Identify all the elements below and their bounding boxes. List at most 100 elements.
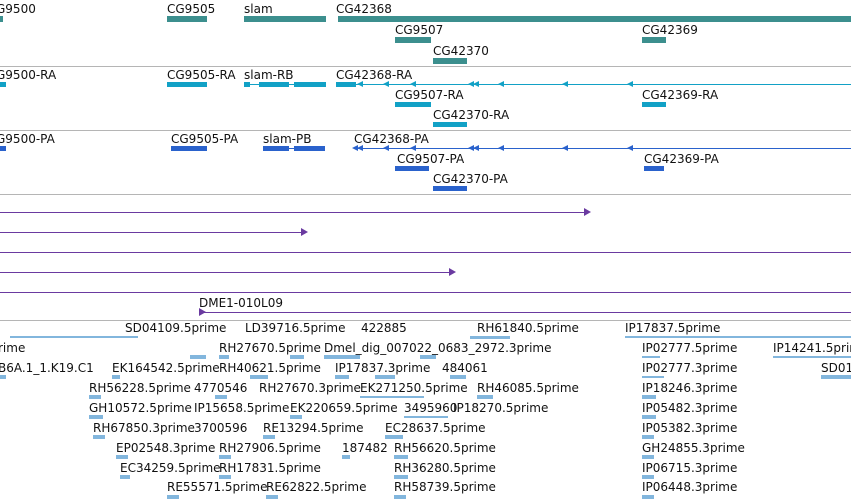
est-feature[interactable] [93, 435, 105, 439]
est-feature[interactable] [290, 415, 302, 419]
est-feature[interactable] [404, 416, 448, 418]
est-label[interactable]: RE55571.5prime [167, 480, 268, 494]
est-label[interactable]: RH17831.5prime [219, 461, 321, 475]
est-feature[interactable] [420, 355, 436, 359]
est-feature[interactable] [375, 375, 395, 379]
est-feature[interactable] [120, 475, 130, 479]
est-feature[interactable] [773, 356, 851, 358]
transcript-label[interactable]: CG9505-RA [167, 68, 236, 82]
protein-feature[interactable] [263, 146, 289, 151]
est-feature[interactable] [642, 376, 664, 378]
est-label[interactable]: IP17837.5prime [625, 321, 721, 335]
est-label[interactable]: 3495960 [404, 401, 458, 415]
est-label[interactable]: IP14241.5prime [773, 341, 851, 355]
est-feature[interactable] [116, 455, 128, 459]
est-label[interactable]: B6A.1_1.K19.C1 [0, 361, 94, 375]
est-feature[interactable] [394, 455, 408, 459]
est-label[interactable]: RH27906.5prime [219, 441, 321, 455]
est-label[interactable]: IP06715.3prime [642, 461, 738, 475]
protein-feature[interactable] [644, 166, 664, 171]
est-feature[interactable] [394, 495, 406, 499]
gene-label[interactable]: G9500 [0, 2, 36, 16]
est-feature[interactable] [219, 355, 229, 359]
est-label[interactable]: GH10572.5prime [89, 401, 192, 415]
transcript-exon[interactable] [433, 122, 467, 127]
protein-label[interactable]: CG9505-PA [171, 132, 239, 146]
est-feature[interactable] [335, 375, 349, 379]
gene-feature-bar[interactable] [167, 16, 207, 22]
transcript-exon[interactable] [167, 82, 207, 87]
est-feature[interactable] [342, 455, 350, 459]
est-label[interactable]: EK220659.5prime [290, 401, 398, 415]
transcript-exon[interactable] [0, 82, 6, 87]
est-label[interactable]: 187482 [342, 441, 388, 455]
est-label[interactable]: 4770546 [194, 381, 248, 395]
est-label[interactable]: SD04109.5prime [125, 321, 227, 335]
est-label[interactable]: 422885 [361, 321, 407, 335]
protein-feature[interactable] [0, 146, 6, 151]
transcript-label[interactable]: slam-RB [244, 68, 294, 82]
est-label[interactable]: IP02777.5prime [642, 341, 738, 355]
est-label[interactable]: RH58739.5prime [394, 480, 496, 494]
est-label[interactable]: IP15658.5prime [194, 401, 290, 415]
est-label[interactable]: RH56620.5prime [394, 441, 496, 455]
est-feature[interactable] [450, 375, 466, 379]
est-feature[interactable] [219, 475, 231, 479]
est-label[interactable]: IP18246.3prime [642, 381, 738, 395]
protein-label[interactable]: CG42370-PA [433, 172, 508, 186]
gene-feature-bar[interactable] [0, 16, 3, 22]
est-label[interactable]: RH27670.5prime [219, 341, 321, 355]
est-feature[interactable] [642, 356, 660, 358]
alignment-line[interactable] [0, 212, 585, 213]
est-label[interactable]: RE13294.5prime [263, 421, 364, 435]
est-label[interactable]: Dmel_dig_007022_0683_2972.3prime [324, 341, 552, 355]
est-label[interactable]: RH46085.5prime [477, 381, 579, 395]
alignment-line[interactable] [0, 232, 302, 233]
est-label[interactable]: GH24855.3prime [642, 441, 745, 455]
transcript-exon[interactable] [642, 102, 666, 107]
est-feature[interactable] [89, 395, 101, 399]
est-feature[interactable] [642, 455, 654, 459]
est-feature[interactable] [266, 495, 278, 499]
transcript-label[interactable]: CG42369-RA [642, 88, 719, 102]
est-label[interactable]: RH56228.5prime [89, 381, 191, 395]
est-feature[interactable] [215, 395, 227, 399]
est-label[interactable]: EK271250.5prime [360, 381, 468, 395]
transcript-exon[interactable] [395, 102, 431, 107]
est-label[interactable]: IP18270.5prime [453, 401, 549, 415]
est-label[interactable]: LD39716.5prime [245, 321, 346, 335]
est-feature[interactable] [324, 355, 360, 359]
est-feature[interactable] [219, 455, 231, 459]
est-feature[interactable] [10, 336, 138, 338]
est-label[interactable]: RH67850.3prime [93, 421, 195, 435]
est-label[interactable]: SD01 [821, 361, 851, 375]
est-label[interactable]: RH40621.5prime [219, 361, 321, 375]
est-feature[interactable] [360, 396, 424, 398]
gene-label[interactable]: CG42368 [336, 2, 392, 16]
est-feature[interactable] [0, 375, 6, 379]
alignment-line[interactable] [0, 272, 450, 273]
gene-label[interactable]: CG42370 [433, 44, 489, 58]
est-label[interactable]: RH27670.3prime [259, 381, 361, 395]
est-label[interactable]: EK164542.5prime [112, 361, 220, 375]
est-feature[interactable] [394, 475, 408, 479]
est-label[interactable]: IP05382.3prime [642, 421, 738, 435]
gene-feature-bar[interactable] [244, 16, 326, 22]
transcript-label[interactable]: CG9507-RA [395, 88, 464, 102]
est-feature[interactable] [642, 415, 656, 419]
est-feature[interactable] [821, 375, 851, 379]
transcript-exon[interactable] [259, 82, 289, 87]
protein-label[interactable]: G9500-PA [0, 132, 55, 146]
est-feature[interactable] [642, 475, 654, 479]
transcript-label[interactable]: CG42368-RA [336, 68, 413, 82]
est-label[interactable]: EC28637.5prime [385, 421, 486, 435]
transcript-exon[interactable] [244, 82, 250, 87]
est-feature[interactable] [190, 355, 206, 359]
est-feature[interactable] [167, 495, 179, 499]
est-feature[interactable] [89, 415, 103, 419]
gene-feature-bar[interactable] [433, 58, 467, 64]
alignment-line[interactable] [0, 292, 851, 293]
est-feature[interactable] [625, 336, 851, 338]
est-feature[interactable] [642, 395, 656, 399]
est-feature[interactable] [385, 435, 403, 439]
